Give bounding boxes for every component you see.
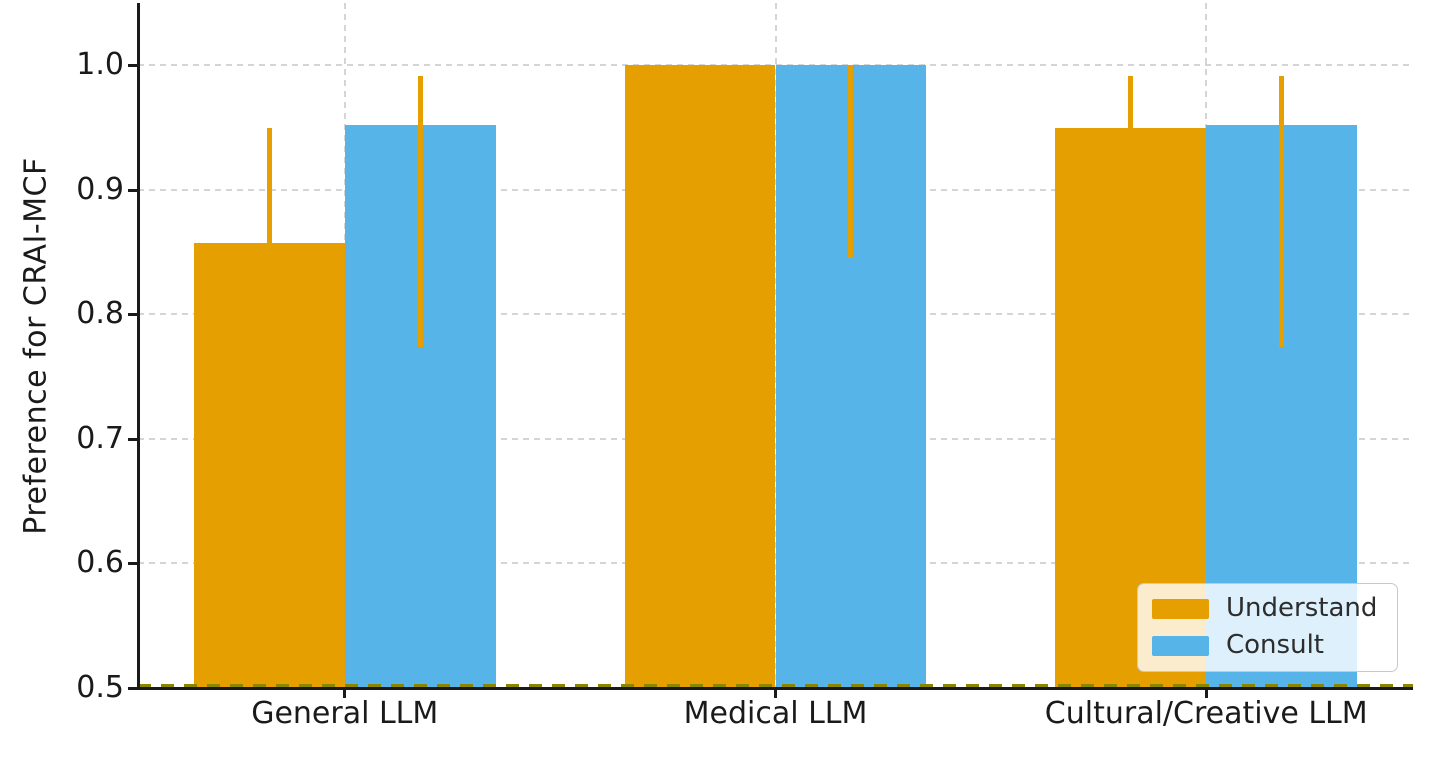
x-tick [1204, 690, 1208, 698]
y-tick [128, 64, 138, 68]
x-tick-label: Medical LLM [683, 696, 868, 731]
error-bar-understand-1 [697, 65, 703, 259]
y-tick [128, 313, 138, 317]
legend-label-understand: Understand [1226, 593, 1378, 624]
y-tick-label: 0.7 [76, 420, 124, 456]
legend-item-understand: Understand [1152, 593, 1383, 624]
x-axis-spine [137, 687, 1413, 690]
legend-item-consult: Consult [1152, 630, 1383, 661]
y-tick-label: 0.8 [76, 296, 124, 332]
legend-swatch-understand [1152, 599, 1209, 620]
error-bar-understand-0 [266, 127, 272, 500]
y-tick-label: 0.6 [76, 545, 124, 581]
x-tick [774, 690, 777, 698]
y-tick [128, 188, 138, 192]
x-tick-label: General LLM [251, 696, 439, 731]
error-bar-consult-1 [848, 65, 854, 259]
legend-label-consult: Consult [1226, 630, 1324, 660]
y-tick-label: 0.5 [76, 670, 124, 705]
y-tick-label: 0.9 [76, 171, 124, 207]
x-tick-label: Cultural/Creative LLM [1044, 696, 1368, 731]
legend-swatch-consult [1152, 635, 1209, 656]
y-axis-spine [137, 3, 140, 690]
error-bar-consult-2 [1279, 76, 1285, 347]
error-bar-understand-2 [1128, 76, 1134, 360]
y-tick [128, 562, 138, 566]
y-tick [128, 437, 138, 441]
y-tick [128, 687, 138, 690]
legend: Understand Consult [1137, 583, 1398, 672]
reference-line [138, 684, 1413, 687]
error-bar-consult-0 [417, 76, 423, 347]
y-axis-label: Preference for CRAI-MCF [18, 157, 54, 535]
y-tick-label: 1.0 [76, 47, 124, 83]
x-tick [343, 690, 347, 698]
